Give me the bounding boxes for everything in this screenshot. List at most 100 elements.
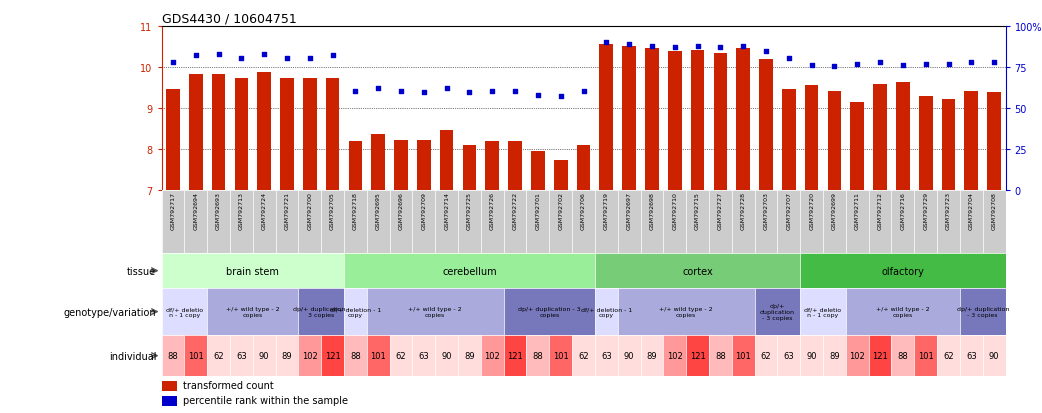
- Bar: [869, 335, 892, 376]
- Text: GSM792694: GSM792694: [193, 192, 198, 230]
- Bar: [914, 335, 937, 376]
- Bar: [463, 145, 476, 190]
- Point: [917, 61, 934, 68]
- Bar: [212, 75, 225, 190]
- Bar: [737, 49, 750, 190]
- Bar: [942, 100, 956, 190]
- Bar: [983, 190, 1006, 254]
- Bar: [731, 190, 754, 254]
- Bar: [162, 288, 207, 335]
- Text: 89: 89: [464, 351, 475, 360]
- Bar: [709, 335, 731, 376]
- Text: percentile rank within the sample: percentile rank within the sample: [182, 395, 348, 405]
- Text: dp/+ duplication - 3
copies: dp/+ duplication - 3 copies: [518, 306, 580, 317]
- Bar: [230, 190, 253, 254]
- Bar: [664, 190, 687, 254]
- Text: GSM792695: GSM792695: [376, 192, 380, 229]
- Point: [278, 55, 295, 62]
- Text: olfactory: olfactory: [882, 266, 924, 276]
- Bar: [960, 288, 1006, 335]
- Text: +/+ wild type - 2
copies: +/+ wild type - 2 copies: [876, 306, 929, 317]
- Bar: [800, 288, 846, 335]
- Bar: [892, 335, 914, 376]
- Text: GSM792723: GSM792723: [946, 192, 951, 230]
- Bar: [184, 335, 207, 376]
- Bar: [572, 190, 595, 254]
- Bar: [480, 190, 503, 254]
- Bar: [823, 335, 846, 376]
- Bar: [987, 93, 1001, 190]
- Text: GSM792693: GSM792693: [216, 192, 221, 230]
- Point: [188, 53, 204, 59]
- Bar: [234, 79, 248, 190]
- Bar: [595, 335, 618, 376]
- Bar: [458, 190, 480, 254]
- Bar: [599, 45, 613, 190]
- Bar: [417, 140, 430, 190]
- Point: [483, 88, 500, 95]
- Bar: [641, 335, 664, 376]
- Text: 63: 63: [419, 351, 429, 360]
- Text: GSM792720: GSM792720: [810, 192, 814, 230]
- Point: [506, 88, 523, 95]
- Point: [735, 43, 751, 50]
- Text: 90: 90: [442, 351, 452, 360]
- Bar: [207, 190, 230, 254]
- Point: [644, 43, 661, 50]
- Bar: [344, 335, 367, 376]
- Text: GSM792725: GSM792725: [467, 192, 472, 230]
- Bar: [687, 190, 709, 254]
- Bar: [253, 190, 275, 254]
- Text: GSM792713: GSM792713: [239, 192, 244, 230]
- Text: GSM792727: GSM792727: [718, 192, 723, 230]
- Bar: [344, 254, 595, 288]
- Bar: [303, 79, 317, 190]
- Bar: [280, 79, 294, 190]
- Bar: [622, 47, 636, 190]
- Text: GSM792703: GSM792703: [764, 192, 769, 230]
- Bar: [162, 190, 184, 254]
- Point: [894, 62, 911, 69]
- Text: df/+ deletio
n - 1 copy: df/+ deletio n - 1 copy: [166, 306, 203, 317]
- Bar: [800, 335, 823, 376]
- Point: [324, 53, 341, 59]
- Bar: [394, 140, 407, 190]
- Text: 101: 101: [736, 351, 751, 360]
- Bar: [892, 190, 914, 254]
- Bar: [367, 335, 390, 376]
- Bar: [846, 190, 869, 254]
- Bar: [983, 335, 1006, 376]
- Bar: [914, 190, 937, 254]
- Bar: [486, 142, 499, 190]
- Text: 89: 89: [647, 351, 658, 360]
- Point: [210, 51, 227, 58]
- Bar: [800, 190, 823, 254]
- Bar: [257, 73, 271, 190]
- Point: [872, 59, 889, 66]
- Point: [689, 43, 705, 50]
- Text: GSM792699: GSM792699: [832, 192, 837, 230]
- Point: [347, 88, 364, 95]
- Text: 62: 62: [761, 351, 771, 360]
- Bar: [827, 91, 841, 190]
- Text: GSM792724: GSM792724: [262, 192, 267, 230]
- Bar: [777, 190, 800, 254]
- Bar: [162, 396, 177, 406]
- Bar: [760, 60, 773, 190]
- Bar: [298, 335, 321, 376]
- Bar: [641, 190, 664, 254]
- Text: dp/+ duplication -
3 copies: dp/+ duplication - 3 copies: [293, 306, 349, 317]
- Bar: [709, 190, 731, 254]
- Point: [986, 59, 1002, 66]
- Text: 88: 88: [532, 351, 543, 360]
- Text: GSM792704: GSM792704: [969, 192, 974, 230]
- Text: GSM792719: GSM792719: [603, 192, 609, 230]
- Bar: [344, 190, 367, 254]
- Bar: [526, 335, 549, 376]
- Text: cerebellum: cerebellum: [442, 266, 497, 276]
- Bar: [804, 86, 818, 190]
- Point: [575, 88, 592, 95]
- Point: [529, 92, 546, 99]
- Point: [667, 45, 684, 51]
- Bar: [618, 190, 641, 254]
